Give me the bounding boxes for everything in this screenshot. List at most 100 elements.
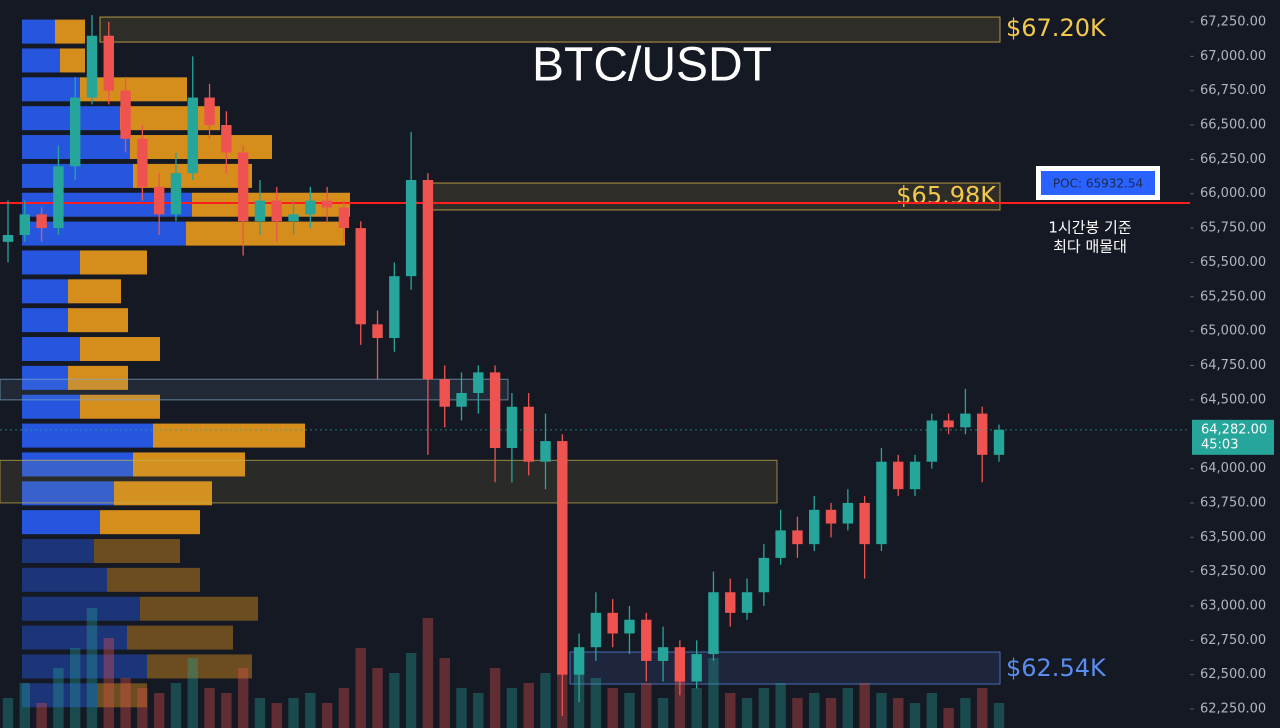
candle-body	[36, 214, 47, 229]
profile-buy-bar	[22, 192, 192, 217]
volume-bar	[960, 698, 971, 728]
candle-body	[926, 420, 938, 462]
y-tick-label: 63,250.00	[1200, 564, 1266, 579]
y-tick-label: 63,000.00	[1200, 598, 1266, 613]
profile-sell-bar	[55, 19, 85, 44]
profile-buy-bar	[22, 77, 80, 102]
volume-bar	[456, 688, 467, 728]
volume-bar	[641, 683, 652, 728]
zone	[0, 378, 509, 401]
candle-body	[473, 372, 484, 393]
volume-bar	[254, 698, 266, 728]
profile-buy-bar	[22, 596, 140, 621]
profile-buy-bar	[22, 48, 60, 73]
candle-body	[153, 186, 165, 215]
candle-body	[741, 592, 753, 613]
volume-bar	[103, 638, 114, 728]
volume-bar	[775, 683, 786, 728]
volume-bar	[859, 683, 870, 728]
y-tick-label: 64,500.00	[1200, 392, 1266, 407]
volume-bar	[170, 683, 182, 728]
y-tick-label: 67,000.00	[1200, 49, 1266, 64]
y-tick-label: 66,000.00	[1200, 186, 1266, 201]
y-tick-label: 63,500.00	[1200, 530, 1266, 545]
candle-body	[607, 612, 618, 634]
volume-bar	[506, 688, 518, 728]
volume-bar	[389, 673, 400, 728]
countdown: 45:03	[1201, 437, 1238, 452]
volume-bar	[187, 658, 198, 728]
y-tick-label: 63,750.00	[1200, 495, 1266, 510]
profile-buy-bar	[22, 683, 97, 708]
volume-bar	[439, 658, 450, 728]
profile-buy-bar	[22, 308, 68, 333]
profile-sell-bar	[94, 539, 180, 564]
profile-buy-bar	[22, 625, 127, 650]
profile-sell-bar	[120, 106, 220, 131]
candle-body	[624, 619, 635, 634]
poc-note: 1시간봉 기준	[1048, 219, 1132, 237]
y-tick-label: 64,750.00	[1200, 358, 1266, 373]
candle-body	[573, 647, 585, 675]
volume-bar	[53, 668, 64, 728]
profile-sell-bar	[153, 423, 305, 448]
volume-bar	[674, 673, 686, 728]
last-price-tag	[1192, 419, 1274, 455]
volume-bar	[69, 648, 81, 728]
volume-bar	[893, 698, 904, 728]
volume-bar	[338, 688, 350, 728]
candle-body	[405, 180, 417, 277]
candle-body	[237, 152, 249, 222]
candle-body	[674, 647, 686, 682]
volume-bar	[976, 688, 988, 728]
volume-bar	[523, 683, 534, 728]
y-tick-label: 65,750.00	[1200, 221, 1266, 236]
volume-bar	[657, 698, 669, 728]
volume-bar	[825, 698, 837, 728]
candle-body	[976, 413, 988, 455]
candle-body	[775, 530, 786, 558]
candle-body	[170, 173, 182, 215]
zone	[569, 651, 1001, 685]
profile-sell-bar	[97, 683, 147, 708]
volume-bar	[489, 668, 501, 728]
candle-body	[439, 379, 450, 407]
candle-body	[305, 200, 316, 215]
poc-label: POC: 65932.54	[1053, 177, 1143, 191]
profile-sell-bar	[186, 221, 345, 246]
volume-bar	[288, 698, 299, 728]
profile-sell-bar	[68, 365, 128, 390]
candle-body	[758, 557, 770, 593]
volume-bar	[153, 693, 165, 728]
profile-buy-bar	[22, 279, 68, 304]
y-tick-label: 66,750.00	[1200, 83, 1266, 98]
price-axis	[1190, 0, 1280, 728]
volume-bar	[305, 693, 316, 728]
candle-body	[338, 207, 350, 229]
candle-body	[355, 228, 366, 325]
candle-body	[876, 461, 887, 545]
volume-bar	[540, 673, 551, 728]
volume-bar	[422, 618, 434, 728]
candle-body	[859, 502, 870, 545]
candle-body	[909, 461, 921, 490]
candle-body	[120, 90, 131, 139]
candle-body	[422, 180, 434, 380]
candle-body	[943, 420, 954, 428]
y-tick-label: 62,750.00	[1200, 633, 1266, 648]
y-tick-label: 65,500.00	[1200, 255, 1266, 270]
poc-box-inner	[1041, 171, 1155, 195]
volume-bar	[809, 693, 820, 728]
volume-bar	[842, 688, 854, 728]
candle-body	[221, 125, 232, 153]
profile-sell-bar	[147, 654, 252, 679]
y-tick-label: 65,250.00	[1200, 289, 1266, 304]
volume-bar	[708, 658, 719, 728]
profile-sell-bar	[133, 452, 245, 477]
candle-body	[19, 214, 31, 235]
volume-bar	[590, 678, 602, 728]
volume-bar	[19, 683, 31, 728]
candle-body	[53, 166, 64, 229]
candle-body	[372, 324, 383, 339]
profile-sell-bar	[107, 567, 200, 592]
